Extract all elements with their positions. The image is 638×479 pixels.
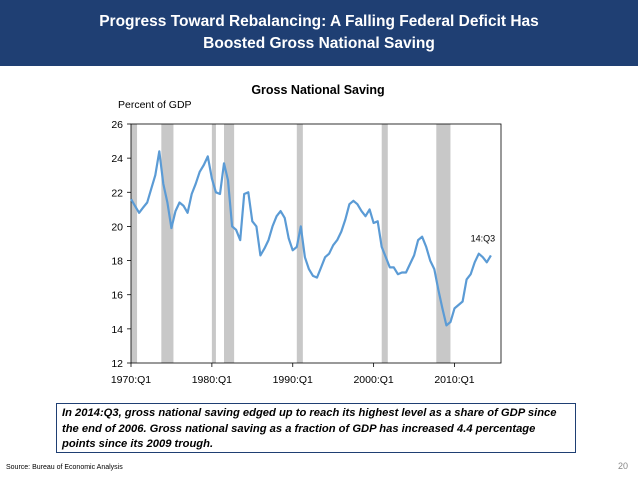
page-number: 20 [617,461,628,471]
slide-title: Progress Toward Rebalancing: A Falling F… [39,11,599,55]
x-tick-label-2010:Q1: 2010:Q1 [434,374,474,386]
y-tick-label-16: 16 [111,290,123,302]
y-tick-label-14: 14 [111,324,123,336]
saving-series-line [130,150,492,327]
y-tick-label-18: 18 [111,256,123,268]
x-tick-label-1980:Q1: 1980:Q1 [192,374,232,386]
summary-callout-text: In 2014:Q3, gross national saving edged … [62,407,557,450]
chart-title: Gross National Saving [251,83,384,97]
y-tick-label-12: 12 [111,358,123,370]
x-tick-label-1990:Q1: 1990:Q1 [273,374,313,386]
title-banner: Progress Toward Rebalancing: A Falling F… [0,0,638,66]
summary-callout: In 2014:Q3, gross national saving edged … [56,403,576,453]
x-tick-label-1970:Q1: 1970:Q1 [111,374,151,386]
recession-band-4 [296,124,303,363]
recession-band-5 [381,124,388,363]
recession-band-6 [436,124,451,363]
y-tick-label-22: 22 [111,187,123,199]
plot-area-frame [130,123,502,364]
recession-band-3 [224,124,235,363]
latest-point-annotation: 14:Q3 [471,233,496,243]
y-tick-label-26: 26 [111,119,123,131]
x-tick-label-2000:Q1: 2000:Q1 [353,374,393,386]
slide-title-line-1: Progress Toward Rebalancing: A Falling F… [99,13,539,30]
source-note: Source: Bureau of Economic Analysis [6,464,123,471]
y-tick-label-20: 20 [111,221,123,233]
recession-band-1 [161,124,174,363]
y-tick-label-24: 24 [111,153,123,165]
y-axis-label: Percent of GDP [118,99,192,111]
gross-national-saving-chart: Gross National Saving Percent of GDP 121… [111,83,502,386]
recession-band-2 [211,124,216,363]
axes: 12 14 16 18 20 22 24 26 1970:Q1 1980:Q1 1990:Q1 200… [111,119,475,386]
recession-band-0 [131,124,138,363]
slide-title-line-2: Boosted Gross National Saving [203,35,435,52]
